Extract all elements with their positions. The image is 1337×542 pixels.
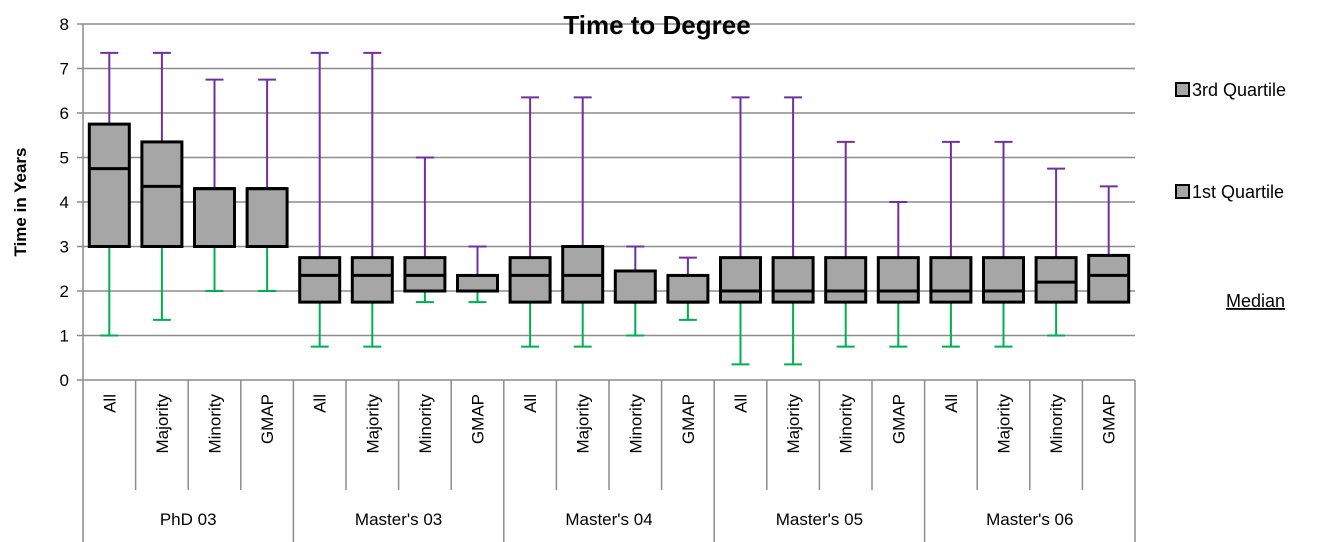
box-item xyxy=(824,140,868,348)
category-label: Majority xyxy=(574,394,593,454)
category-label: Minority xyxy=(416,394,435,454)
y-tick-label: 8 xyxy=(60,15,69,34)
category-label: All xyxy=(732,394,751,413)
category-label: Majority xyxy=(363,394,382,454)
y-tick-label: 6 xyxy=(60,104,69,123)
box-rect xyxy=(193,187,236,248)
category-label: GMAP xyxy=(1100,394,1119,444)
y-tick-label: 3 xyxy=(60,238,69,257)
box-item xyxy=(87,51,131,337)
category-label: Minority xyxy=(837,394,856,454)
gridlines xyxy=(83,23,1135,337)
boxes xyxy=(87,51,1131,366)
y-tick-label: 5 xyxy=(60,149,69,168)
category-label: GMAP xyxy=(889,394,908,444)
box-rect xyxy=(140,140,184,248)
box-item xyxy=(1087,185,1131,304)
x-axis: All Majority Minority GMAP PhD 03 All Majority… xyxy=(82,379,1136,542)
group-label: Master's 03 xyxy=(355,510,442,529)
box-rect xyxy=(350,256,394,304)
group-label: Master's 04 xyxy=(565,510,652,529)
box-item xyxy=(719,96,762,366)
box-item xyxy=(508,96,552,348)
legend-swatch-3rd-quartile xyxy=(1175,82,1190,97)
box-item xyxy=(1034,167,1078,337)
box-item xyxy=(561,96,605,348)
group-label: Master's 06 xyxy=(986,510,1073,529)
box-rect xyxy=(456,273,499,293)
box-rect xyxy=(87,122,131,248)
box-rect xyxy=(613,269,657,304)
box-rect xyxy=(824,256,868,304)
legend-label-median: Median xyxy=(1226,291,1285,311)
category-label: GMAP xyxy=(679,394,698,444)
box-rect xyxy=(508,256,552,304)
legend-label-1st-quartile: 1st Quartile xyxy=(1192,182,1284,202)
box-rect xyxy=(719,256,762,304)
box-item xyxy=(982,140,1025,348)
y-tick-label: 2 xyxy=(60,282,69,301)
category-label: All xyxy=(942,394,961,413)
legend-label-3rd-quartile: 3rd Quartile xyxy=(1192,80,1286,100)
category-label: Majority xyxy=(153,394,172,454)
category-label: GMAP xyxy=(258,394,277,444)
box-rect xyxy=(245,187,289,248)
category-label: All xyxy=(311,394,330,413)
box-rect xyxy=(771,256,815,304)
group-label: PhD 03 xyxy=(160,510,217,529)
y-tick-label: 0 xyxy=(60,371,69,390)
box-rect xyxy=(982,256,1025,304)
box-item xyxy=(456,245,499,304)
box-item xyxy=(929,140,973,348)
box-item xyxy=(350,51,394,348)
box-item xyxy=(140,51,184,321)
box-rect xyxy=(929,256,973,304)
box-item xyxy=(666,256,710,321)
y-tick-label: 7 xyxy=(60,60,69,79)
y-axis: 0 1 2 3 4 5 6 7 8 xyxy=(60,15,84,390)
y-tick-label: 1 xyxy=(60,327,69,346)
box-rect xyxy=(666,273,710,304)
box-item xyxy=(876,201,920,348)
group-label: Master's 05 xyxy=(776,510,863,529)
category-label: GMAP xyxy=(469,394,488,444)
box-item xyxy=(298,51,342,348)
box-item xyxy=(771,96,815,366)
box-rect xyxy=(1034,256,1078,304)
category-label: Minority xyxy=(1047,394,1066,454)
legend-swatch-1st-quartile xyxy=(1175,184,1190,199)
box-rect xyxy=(1087,253,1131,304)
category-label: Minority xyxy=(206,394,225,454)
category-label: All xyxy=(100,394,119,413)
box-item xyxy=(245,78,289,292)
y-axis-label: Time in Years xyxy=(11,148,30,257)
chart-title: Time to Degree xyxy=(563,10,750,40)
box-item xyxy=(403,156,447,304)
category-label: Majority xyxy=(995,394,1014,454)
box-item xyxy=(193,78,236,292)
category-label: All xyxy=(521,394,540,413)
y-tick-label: 4 xyxy=(60,193,69,212)
box-rect xyxy=(876,256,920,304)
box-item xyxy=(613,245,657,337)
legend: 3rd Quartile 1st Quartile Median xyxy=(1175,80,1286,311)
box-rect xyxy=(298,256,342,304)
category-label: Minority xyxy=(626,394,645,454)
category-label: Majority xyxy=(784,394,803,454)
